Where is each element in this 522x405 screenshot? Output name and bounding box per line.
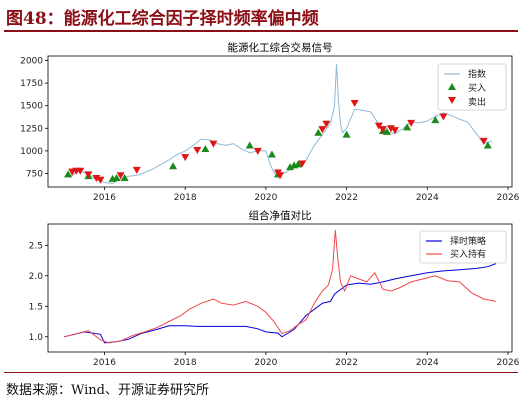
x-tick-label: 2022: [335, 358, 358, 368]
legend-label-hold: 买入持有: [450, 248, 486, 260]
sell-marker: [322, 120, 331, 128]
y-tick-label: 1250: [20, 124, 43, 134]
legend-label-buy: 买入: [468, 83, 486, 94]
chart-title: 组合净值对比: [249, 209, 312, 222]
header-rule: [4, 30, 518, 32]
buy-marker: [431, 116, 440, 124]
x-tick-label: 2022: [335, 193, 358, 203]
buy-marker: [245, 141, 254, 149]
figure-title: 图48：能源化工综合因子择时频率偏中频: [6, 9, 319, 29]
buy-marker: [112, 173, 121, 181]
sell-marker: [386, 125, 395, 133]
buy-marker: [120, 173, 129, 181]
sell-marker: [276, 172, 284, 180]
x-tick-label: 2024: [416, 358, 439, 368]
sell-marker: [298, 160, 307, 168]
buy-marker: [201, 145, 210, 153]
series-line-1: [63, 64, 492, 184]
sell-marker: [439, 113, 448, 121]
buy-marker: [483, 141, 492, 149]
x-tick-label: 2026: [497, 193, 520, 203]
sell-marker: [193, 146, 202, 154]
sell-marker: [378, 126, 387, 134]
sell-marker: [209, 140, 218, 148]
sell-marker: [253, 147, 262, 155]
y-tick-label: 1750: [20, 79, 43, 89]
y-tick-label: 1.5: [29, 302, 43, 312]
sell-marker: [318, 126, 327, 134]
sell-marker: [92, 174, 101, 182]
legend-box: [419, 230, 507, 264]
legend-label-sell: 卖出: [468, 96, 486, 108]
x-tick-label: 2020: [254, 358, 277, 368]
sell-marker: [479, 137, 488, 145]
series-line-1: [63, 263, 497, 344]
buy-marker: [314, 128, 323, 136]
buy-marker: [169, 162, 178, 170]
footer-rule: [4, 372, 518, 373]
chart-title: 能源化工综合交易信号: [228, 41, 333, 54]
sell-marker: [407, 119, 416, 127]
y-tick-label: 2000: [20, 57, 43, 67]
buy-marker: [267, 150, 276, 158]
sell-marker: [96, 176, 105, 184]
y-tick-label: 2.0: [29, 272, 44, 282]
plot-frame: [47, 223, 513, 353]
plot-frame: [47, 55, 513, 188]
legend-swatch-sell: [448, 97, 456, 104]
chart-panel-1: 能源化工综合交易信号 2016 2018 2020 2022 2024 2026 750 100…: [20, 41, 520, 203]
y-tick-label: 1.0: [29, 333, 44, 343]
sell-marker: [390, 127, 399, 135]
y-tick-label: 2.5: [29, 241, 43, 251]
sell-marker: [181, 154, 190, 162]
sell-marker: [84, 171, 93, 179]
x-tick-label: 2018: [174, 193, 197, 203]
legend-label-index: 指数: [468, 68, 486, 80]
figure-header: 图48：能源化工综合因子择时频率偏中频: [0, 0, 522, 32]
buy-marker: [286, 163, 295, 171]
x-tick-label: 2024: [416, 193, 439, 203]
sell-marker: [132, 166, 141, 174]
y-tick-label: 1000: [20, 147, 43, 157]
buy-marker: [342, 130, 351, 138]
x-tick-label: 2016: [93, 193, 116, 203]
buy-marker: [403, 123, 412, 131]
series-line-2: [63, 230, 496, 344]
y-tick-label: 1500: [20, 102, 43, 112]
y-tick-label: 750: [26, 169, 43, 179]
chart-panel-2: 组合净值对比 2016 2018 2020 2022 2024 2026 1.0 1.5 2.0 2…: [29, 209, 520, 368]
x-tick-label: 2016: [93, 358, 116, 368]
sell-marker: [76, 167, 85, 175]
sell-marker: [374, 122, 383, 130]
chart-figure: 能源化工综合交易信号 2016 2018 2020 2022 2024 2026 750 100…: [20, 41, 520, 368]
buy-marker: [64, 170, 73, 178]
legend-swatch-buy: [448, 83, 456, 90]
buy-marker: [294, 160, 303, 168]
x-tick-label: 2020: [254, 193, 277, 203]
sell-marker: [116, 172, 125, 180]
legend-label-strategy: 择时策略: [450, 235, 486, 247]
data-source: 数据来源：Wind、开源证券研究所: [6, 383, 209, 398]
buy-marker: [382, 127, 391, 135]
sell-marker: [350, 99, 359, 107]
x-tick-label: 2018: [174, 358, 197, 368]
x-tick-label: 2026: [497, 358, 520, 368]
